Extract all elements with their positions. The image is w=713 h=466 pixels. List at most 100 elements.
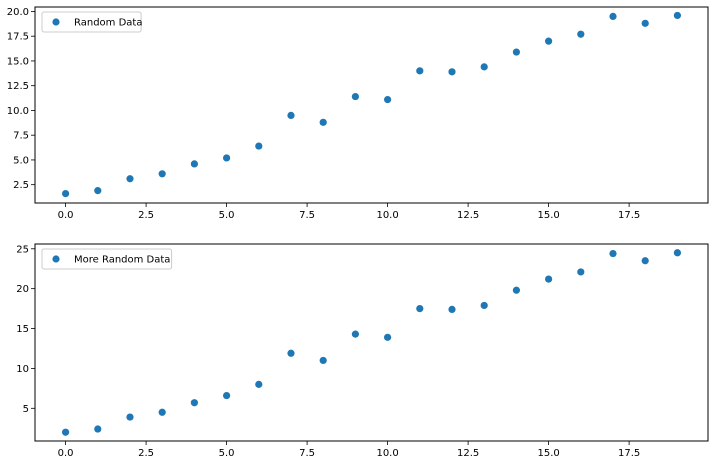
x-tick: 15.0 <box>537 203 560 221</box>
legend-marker <box>52 18 60 26</box>
x-tick-label: 5.0 <box>219 448 235 459</box>
y-tick-label: 2.5 <box>13 180 29 191</box>
data-point <box>545 37 553 45</box>
data-point <box>61 189 70 198</box>
data-point <box>577 30 585 38</box>
legend: Random Data <box>41 11 142 33</box>
data-point <box>287 111 295 119</box>
y-tick-label: 25 <box>16 244 29 255</box>
data-point <box>61 428 70 436</box>
data-point <box>126 413 134 421</box>
y-tick-label: 7.5 <box>13 131 29 142</box>
x-tick-label: 5.0 <box>219 210 235 221</box>
data-point <box>319 118 327 126</box>
x-tick: 0.0 <box>58 441 74 459</box>
x-tick: 17.5 <box>618 441 640 459</box>
y-tick-label: 20.0 <box>7 7 29 18</box>
data-point <box>158 170 166 178</box>
data-point <box>641 257 649 265</box>
y-tick: 15 <box>16 324 35 335</box>
data-point <box>512 286 521 294</box>
x-tick: 5.0 <box>219 203 235 221</box>
axes-frame <box>34 6 709 204</box>
data-point <box>287 349 295 357</box>
data-point <box>351 330 359 338</box>
x-tick-label: 2.5 <box>138 448 154 459</box>
y-tick-label: 12.5 <box>7 81 29 92</box>
data-point <box>158 408 166 416</box>
x-tick: 12.5 <box>457 441 479 459</box>
y-tick-label: 20 <box>16 284 29 295</box>
y-tick: 5 <box>23 404 35 415</box>
x-tick: 0.0 <box>58 203 74 221</box>
series-random-data <box>61 11 682 198</box>
subplot-2: 0.0 2.5 5.0 7.5 10.0 12.5 15.0 17.5 5 10 15 20 25 Mor… <box>16 243 709 459</box>
x-tick-label: 0.0 <box>58 448 74 459</box>
x-tick-label: 7.5 <box>299 448 315 459</box>
data-point <box>222 154 231 162</box>
subplot-1: 0.0 2.5 5.0 7.5 10.0 12.5 15.0 17.5 2.5 5.0 7.5 10.… <box>7 6 709 221</box>
y-tick-label: 5 <box>23 404 29 415</box>
legend-box <box>41 11 142 33</box>
x-tick-label: 12.5 <box>457 448 479 459</box>
data-point <box>448 68 456 76</box>
legend-label: Random Data <box>74 18 142 29</box>
x-tick: 15.0 <box>537 441 560 459</box>
y-tick-label: 17.5 <box>7 32 29 43</box>
data-point <box>94 187 102 195</box>
data-point <box>190 160 198 168</box>
y-tick: 17.5 <box>7 32 35 43</box>
data-point <box>448 305 456 314</box>
data-point <box>545 275 553 283</box>
y-tick: 12.5 <box>7 81 35 92</box>
y-tick-label: 10.0 <box>7 106 29 117</box>
y-tick-label: 15.0 <box>7 56 29 67</box>
x-tick-label: 15.0 <box>537 210 559 221</box>
data-point <box>673 11 682 20</box>
data-point <box>416 305 424 313</box>
y-tick: 7.5 <box>13 131 35 142</box>
y-tick: 10 <box>16 364 35 375</box>
data-point <box>384 333 392 341</box>
x-tick: 10.0 <box>376 203 399 221</box>
x-tick-label: 7.5 <box>299 210 315 221</box>
x-tick-label: 2.5 <box>138 210 154 221</box>
data-point <box>512 48 521 56</box>
series-more-random-data <box>61 249 682 436</box>
legend-box <box>41 248 173 270</box>
data-point <box>222 391 231 400</box>
legend: More Random Data <box>41 248 173 270</box>
y-tick: 25 <box>16 244 35 255</box>
x-tick: 7.5 <box>299 203 315 221</box>
data-point <box>319 356 327 365</box>
data-point <box>416 67 424 75</box>
data-point <box>480 301 488 310</box>
x-tick-label: 17.5 <box>618 210 640 221</box>
x-tick: 10.0 <box>376 441 399 459</box>
x-tick-label: 10.0 <box>376 210 398 221</box>
data-point <box>255 142 263 150</box>
x-tick: 7.5 <box>299 441 315 459</box>
legend-marker <box>52 255 60 263</box>
x-tick-label: 12.5 <box>457 210 479 221</box>
data-point <box>384 95 392 104</box>
y-tick: 2.5 <box>13 180 35 191</box>
data-point <box>126 175 134 183</box>
y-tick-label: 15 <box>16 324 29 335</box>
y-tick: 10.0 <box>7 106 35 117</box>
y-tick: 20 <box>16 284 35 295</box>
y-tick-label: 5.0 <box>13 155 29 166</box>
y-tick: 5.0 <box>13 155 35 166</box>
x-tick: 2.5 <box>138 441 154 459</box>
x-tick-label: 17.5 <box>618 448 640 459</box>
x-tick: 2.5 <box>138 203 154 221</box>
data-point <box>255 380 263 388</box>
axes-frame <box>34 243 709 442</box>
data-point <box>641 19 649 27</box>
y-tick: 20.0 <box>7 7 35 18</box>
data-point <box>609 12 617 21</box>
data-point <box>609 249 617 258</box>
y-tick-label: 10 <box>16 364 29 375</box>
legend-label: More Random Data <box>74 255 170 266</box>
